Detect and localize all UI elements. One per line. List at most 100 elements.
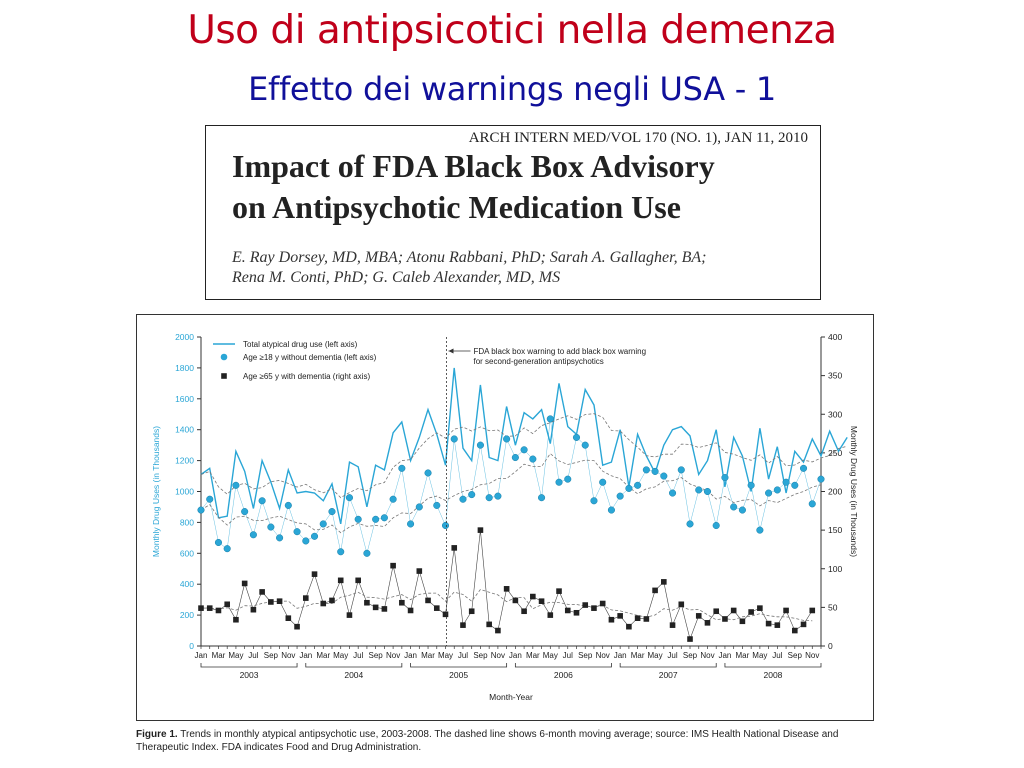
series-total-line [200,367,848,525]
without-dementia-point [503,435,511,443]
with-dementia-point [495,627,501,634]
month-label: Mar [212,651,226,660]
without-dementia-point [241,508,249,516]
with-dementia-point [521,608,527,615]
caption-text: Trends in monthly atypical antipsychotic… [136,729,839,753]
without-dementia-point [494,492,502,500]
with-dementia-point [364,599,370,606]
month-label: Jan [299,651,312,660]
month-label: Sep [369,651,384,660]
year-label: 2008 [764,670,783,680]
without-dementia-point [799,464,808,472]
month-label: Mar [421,651,435,660]
month-label: Sep [473,651,488,660]
right-tick-label: 100 [828,564,842,574]
with-dementia-point [704,620,711,626]
legend-with-dementia-swatch [221,373,227,379]
series-without-dementia-moving-average [200,453,822,534]
month-label: Mar [526,651,540,660]
month-label: Jan [614,651,627,660]
with-dementia-point [425,597,431,604]
without-dementia-point [607,506,615,514]
with-dementia-point [722,616,728,622]
without-dementia-point [791,481,799,489]
with-dementia-point [556,588,562,594]
without-dementia-point [372,515,380,523]
slide-title: Uso di antipsicotici nella demenza [187,8,837,53]
paper-title-line2: on Antipsychotic Medication Use [232,189,681,225]
year-label: 2004 [344,670,363,680]
right-tick-label: 200 [828,487,842,497]
month-label: Nov [281,651,295,660]
month-label: Nov [491,651,505,660]
legend-with-dementia-label: Age ≥65 y with dementia (right axis) [243,372,370,381]
with-dementia-point [538,598,545,604]
without-dementia-point [817,475,825,483]
with-dementia-point [407,607,414,614]
fda-annotation-line1: FDA black box warning to add black box w… [474,347,647,356]
month-label: May [438,651,453,660]
with-dementia-point [311,571,318,577]
with-dementia-point [320,600,327,607]
left-tick-label: 400 [180,579,194,589]
month-label: Jul [563,651,573,660]
with-dementia-point [582,602,589,608]
with-dementia-point [608,616,615,623]
with-dementia-point [259,589,265,595]
month-label: Nov [805,651,819,660]
without-dementia-point [206,495,214,503]
without-dementia-point [407,520,415,528]
paper-header: ARCH INTERN MED/VOL 170 (NO. 1), JAN 11,… [205,125,821,300]
without-dementia-point [232,481,240,489]
month-label: Sep [683,651,698,660]
with-dementia-point [661,579,667,585]
with-dementia-point [346,612,353,618]
with-dementia-point [765,620,772,627]
with-dementia-point [503,586,510,592]
with-dementia-point [739,618,746,625]
with-dementia-point [442,611,449,618]
month-label: May [648,651,663,660]
without-dementia-point [249,531,257,539]
without-dementia-point [599,478,607,486]
with-dementia-point [486,621,492,628]
legend-total-label: Total atypical drug use (left axis) [243,340,358,349]
without-dementia-point [808,500,816,508]
without-dementia-point [756,526,764,534]
without-dementia-point [424,469,432,477]
without-dementia-point [284,501,292,509]
without-dementia-point [686,520,694,528]
with-dementia-point [783,607,789,614]
month-label: Nov [596,651,610,660]
with-dementia-point [564,607,571,614]
year-label: 2005 [449,670,468,680]
without-dementia-point [782,478,790,486]
series-with-dementia-line [201,530,813,641]
month-label: Jul [772,651,782,660]
with-dementia-point [669,622,676,628]
without-dementia-point [293,528,301,536]
without-dementia-point [267,523,275,531]
with-dementia-point [372,604,379,611]
left-tick-label: 1000 [175,487,194,497]
with-dementia-point [792,627,798,634]
without-dementia-point [389,495,397,503]
without-dementia-point [415,503,423,511]
without-dementia-point [345,494,354,502]
paper-authors: E. Ray Dorsey, MD, MBA; Atonu Rabbani, P… [232,248,706,288]
with-dementia-point [460,622,466,628]
month-label: Jul [458,651,468,660]
month-label: Jan [404,651,417,660]
paper-title-line1: Impact of FDA Black Box Advisory [232,148,715,184]
authors-line2: Rena M. Conti, PhD; G. Caleb Alexander, … [232,269,561,286]
with-dementia-point [626,623,632,630]
left-tick-label: 1400 [175,425,194,435]
with-dementia-point [337,577,344,584]
month-label: Mar [736,651,750,660]
with-dementia-point [678,601,685,608]
without-dementia-point [677,466,685,474]
year-label: 2003 [240,670,259,680]
without-dementia-point [651,467,659,475]
with-dementia-point [198,605,204,611]
with-dementia-point [285,615,292,621]
